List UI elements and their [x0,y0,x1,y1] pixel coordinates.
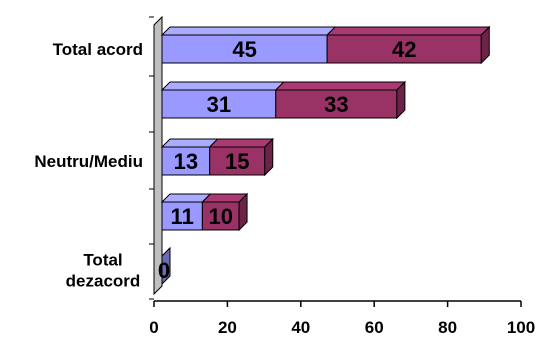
data-label: 31 [207,92,231,117]
data-label: 10 [208,204,232,229]
bar-series-1 [161,146,211,176]
data-label: 42 [392,37,416,62]
axes [149,16,522,307]
data-label: 33 [324,92,348,117]
bar-top-face [208,138,274,148]
bar-top-face [160,81,285,91]
bar-side-face [396,80,406,120]
bar-top-face [160,26,337,36]
data-labels-group: 45 42 31 33 13 15 11 10 0 [158,37,417,283]
chart-wall [153,15,163,296]
bar-series-1 [161,201,203,231]
category-label: dezacord [66,272,141,291]
bar-series-2 [201,201,240,231]
bar-side-face [238,192,248,232]
category-label: Neutru/Mediu [34,152,143,171]
x-tick-label: 100 [507,318,535,337]
data-label: 13 [174,149,198,174]
x-tick-label: 80 [438,318,457,337]
bar-top-face [325,26,491,36]
bar-series-group [160,25,491,286]
bar-top-face [274,81,407,91]
bar-side-face [264,137,274,177]
x-tick-label: 60 [365,318,384,337]
bar-side-face [480,25,490,65]
category-label: Total acord [53,40,143,59]
x-tick-label: 0 [149,318,158,337]
data-label: 15 [225,149,249,174]
data-label: 45 [232,37,256,62]
x-tick-label: 20 [218,318,237,337]
bar-side-face [161,246,171,286]
x-tick-labels-group: 0 20 40 60 80 100 [149,318,535,337]
x-tick-label: 40 [291,318,310,337]
chart-side-wall [153,15,163,296]
bar-top-face [160,138,219,148]
category-labels-group: Total acord Neutru/Mediu Total dezacord [34,40,143,291]
data-label: 0 [158,258,170,283]
data-label: 11 [171,204,194,229]
category-label: Total [83,251,122,270]
